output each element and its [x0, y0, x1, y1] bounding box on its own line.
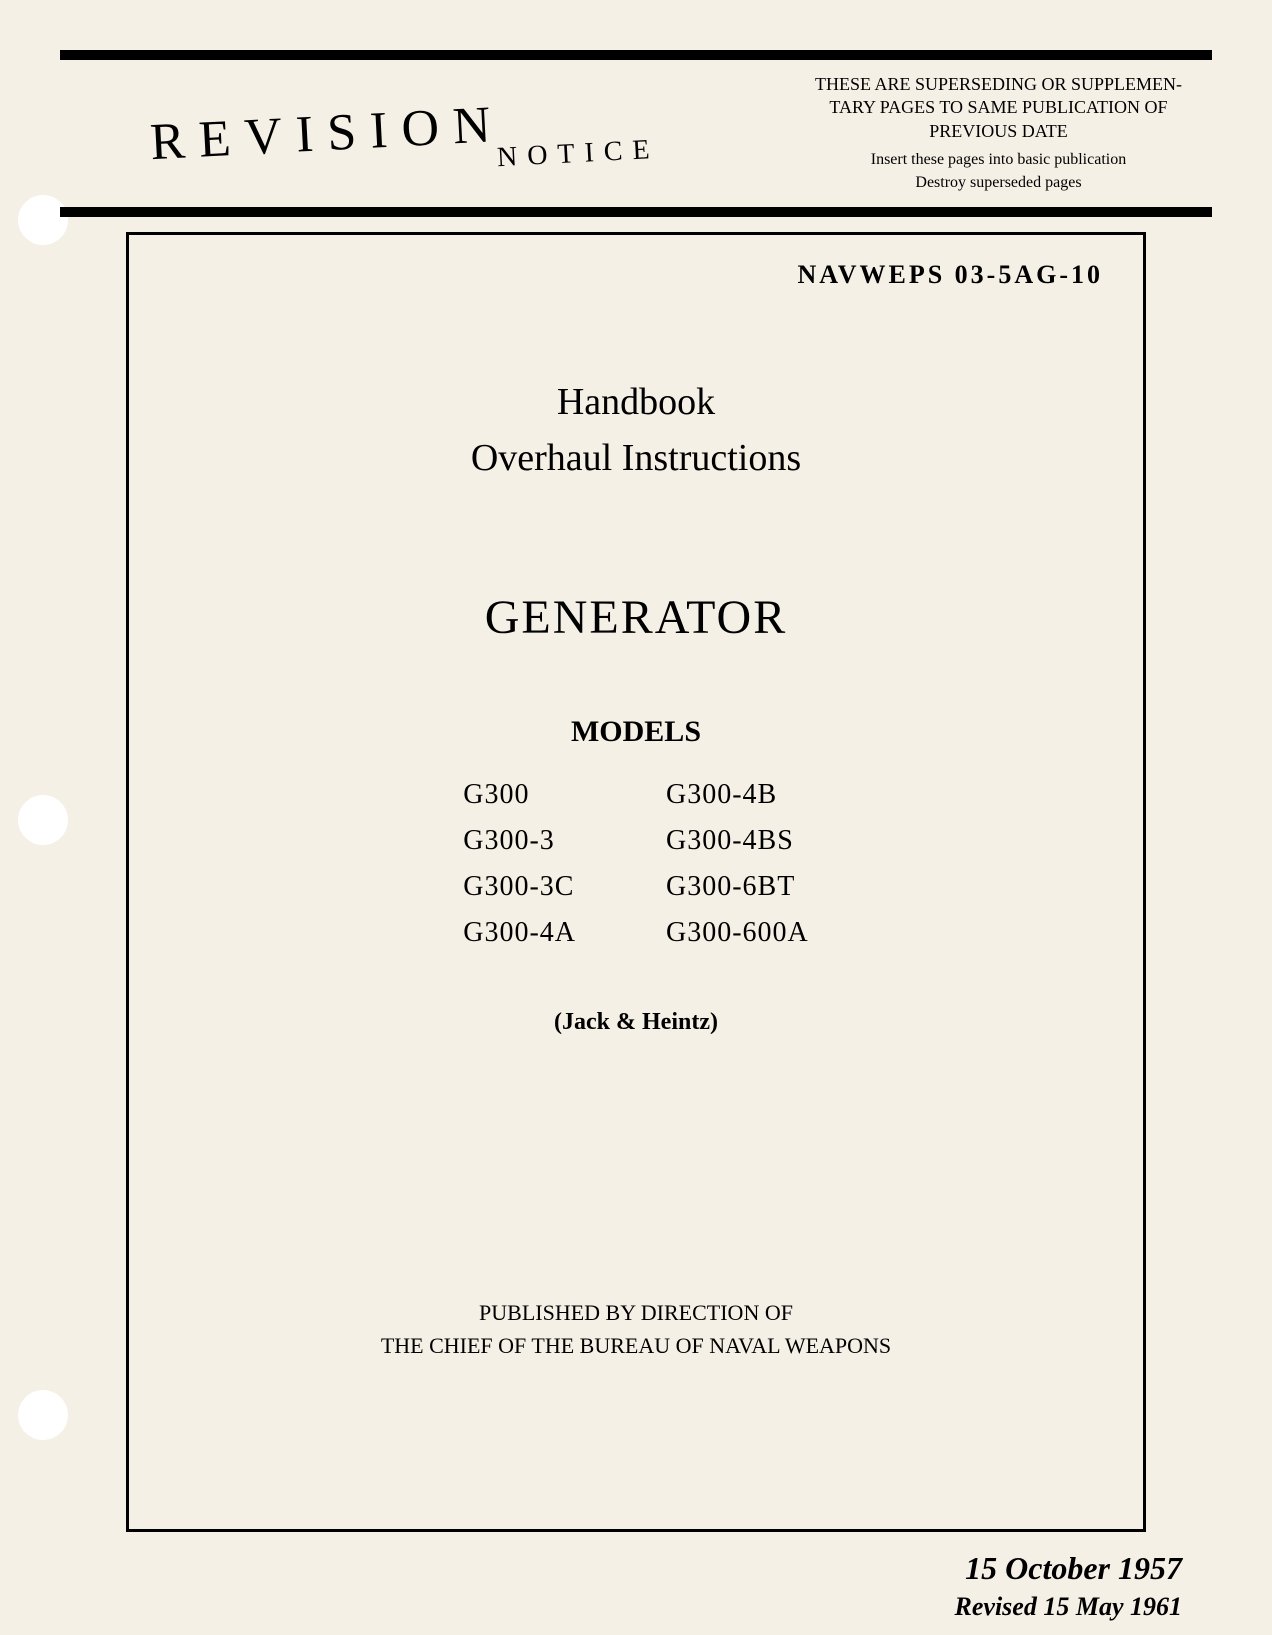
- model-number: G300-3: [463, 825, 576, 857]
- model-number: G300-4B: [666, 779, 809, 811]
- punch-hole: [18, 795, 68, 845]
- handbook-title: Handbook: [169, 380, 1103, 424]
- original-date: 15 October 1957: [60, 1550, 1182, 1587]
- models-grid: G300 G300-3 G300-3C G300-4A G300-4B G300…: [169, 779, 1103, 949]
- revision-label: REVISION: [139, 94, 516, 173]
- document-frame: NAVWEPS 03-5AG-10 Handbook Overhaul Inst…: [126, 232, 1146, 1532]
- supersede-line: THESE ARE SUPERSEDING OR SUPPLEMEN-: [815, 73, 1182, 96]
- model-number: G300-600A: [666, 917, 809, 949]
- publisher-line: PUBLISHED BY DIRECTION OF: [169, 1296, 1103, 1329]
- model-number: G300-6BT: [666, 871, 809, 903]
- date-section: 15 October 1957 Revised 15 May 1961: [60, 1550, 1212, 1622]
- model-number: G300: [463, 779, 576, 811]
- document-number: NAVWEPS 03-5AG-10: [169, 260, 1103, 290]
- model-number: G300-4A: [463, 917, 576, 949]
- revision-header: REVISION NOTICE THESE ARE SUPERSEDING OR…: [60, 50, 1212, 217]
- punch-hole: [18, 1390, 68, 1440]
- publisher-block: PUBLISHED BY DIRECTION OF THE CHIEF OF T…: [169, 1296, 1103, 1362]
- insert-instruction-line: Destroy superseded pages: [815, 172, 1182, 194]
- revision-notice-block: REVISION NOTICE: [60, 104, 697, 163]
- revised-date: Revised 15 May 1961: [60, 1592, 1182, 1622]
- model-number: G300-3C: [463, 871, 576, 903]
- supersede-line: TARY PAGES TO SAME PUBLICATION OF: [815, 96, 1182, 119]
- publisher-line: THE CHIEF OF THE BUREAU OF NAVAL WEAPONS: [169, 1329, 1103, 1362]
- header-rule-top: [60, 50, 1212, 60]
- supersede-text-block: THESE ARE SUPERSEDING OR SUPPLEMEN- TARY…: [815, 73, 1212, 194]
- models-column-left: G300 G300-3 G300-3C G300-4A: [463, 779, 576, 949]
- insert-instruction-line: Insert these pages into basic publicatio…: [815, 149, 1182, 171]
- header-rule-bottom: [60, 207, 1212, 217]
- instructions-title: Overhaul Instructions: [169, 436, 1103, 480]
- supersede-line: PREVIOUS DATE: [815, 120, 1182, 143]
- model-number: G300-4BS: [666, 825, 809, 857]
- manufacturer-name: (Jack & Heintz): [169, 1009, 1103, 1036]
- models-column-right: G300-4B G300-4BS G300-6BT G300-600A: [666, 779, 809, 949]
- models-heading: MODELS: [169, 715, 1103, 749]
- subject-title: GENERATOR: [169, 590, 1103, 645]
